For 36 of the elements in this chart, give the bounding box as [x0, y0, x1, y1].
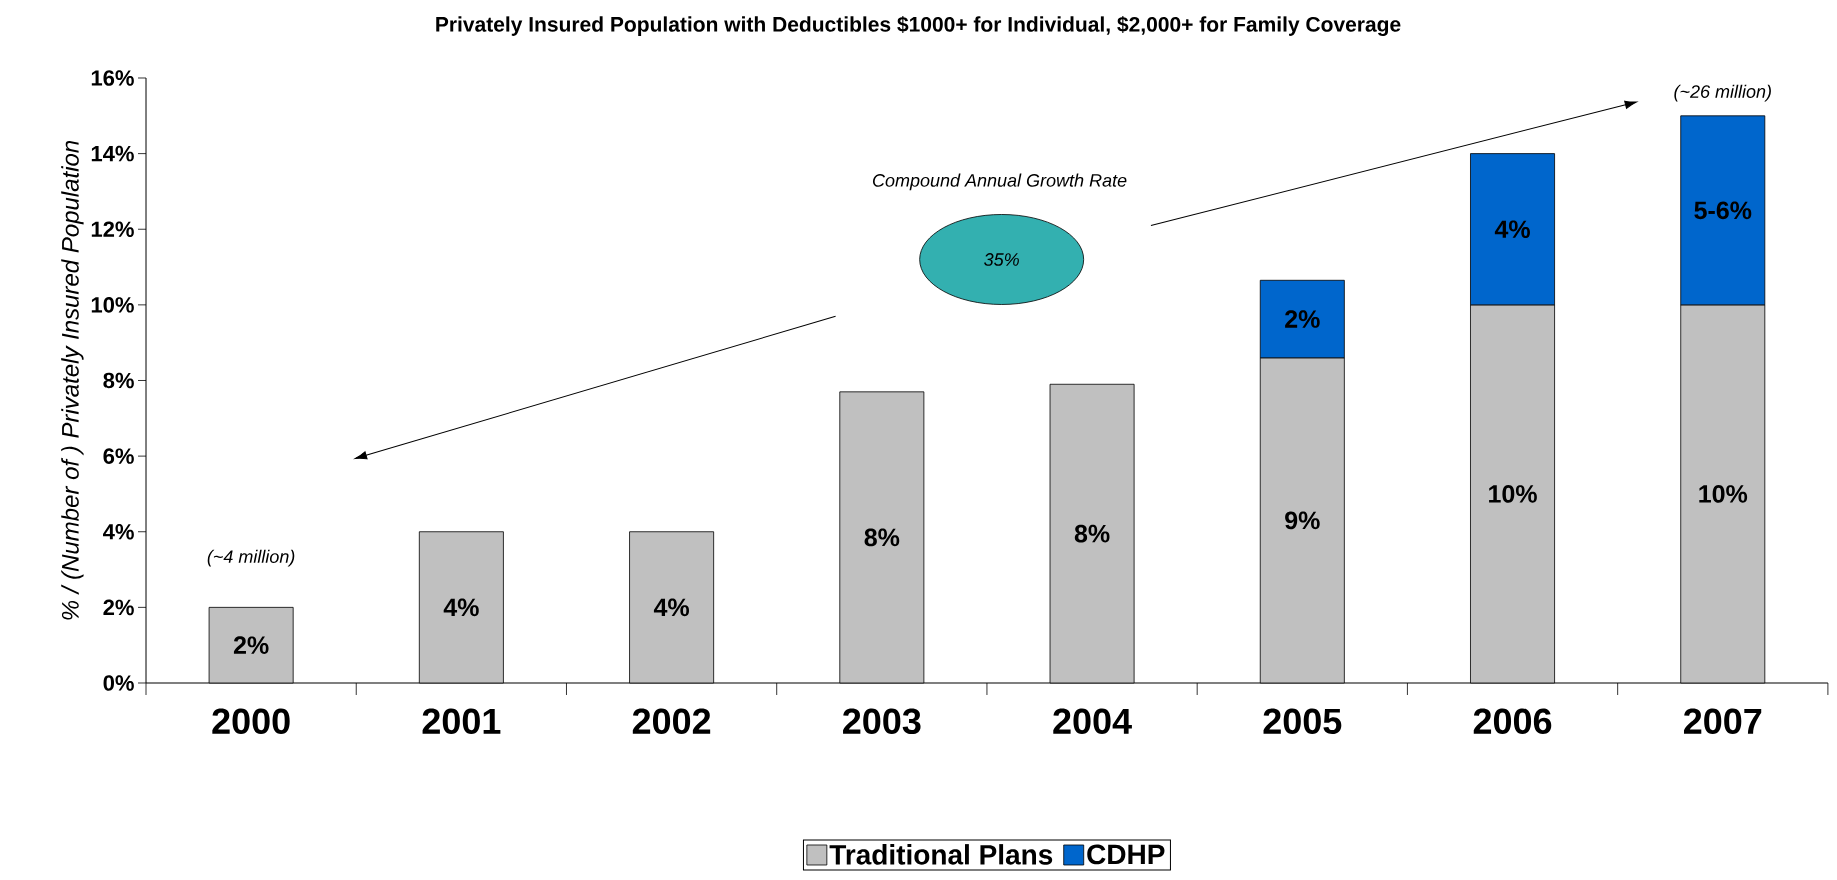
data-label: 10%	[1699, 485, 1748, 503]
data-label: 4%	[653, 598, 689, 617]
x-tick-label: 2005	[1263, 708, 1342, 734]
annotation: (~26 million)	[1674, 84, 1771, 102]
data-label: 8%	[1074, 524, 1110, 543]
data-label: 8%	[864, 528, 900, 547]
x-tick-label: 2003	[843, 708, 921, 735]
y-tick-label: 8%	[103, 372, 134, 389]
y-tick-label: 6%	[103, 448, 134, 464]
x-tick-label: 2006	[1473, 708, 1552, 734]
data-label: 2%	[1285, 310, 1320, 328]
annotation: (~4 million)	[207, 549, 295, 567]
data-label: 2%	[233, 636, 269, 654]
chart-title: Privately Insured Population with Deductibles $1000+ for Individual, $2,000+ for Family Coverage	[436, 15, 1401, 37]
y-tick-label: 0%	[103, 675, 134, 691]
legend-label: Traditional Plans	[829, 844, 1053, 865]
y-tick-label: 16%	[91, 70, 134, 86]
y-tick-label: 10%	[91, 297, 134, 313]
y-tick-label: 14%	[91, 145, 134, 162]
annotation: Compound Annual Growth Rate	[872, 173, 1127, 191]
y-tick-label: 4%	[103, 524, 134, 540]
x-tick-label: 2001	[422, 708, 501, 734]
data-label: 4%	[443, 598, 479, 617]
y-tick-label: 2%	[103, 599, 134, 616]
data-label: 5-6%	[1694, 201, 1752, 220]
x-tick-label: 2000	[212, 708, 290, 734]
data-label: 10%	[1489, 485, 1537, 503]
y-axis-title: % / (Number of ) Privately Insured Population	[61, 140, 84, 620]
x-tick-label: 2007	[1683, 708, 1762, 734]
y-tick-label: 12%	[91, 221, 134, 238]
x-tick-label: 2002	[632, 708, 711, 734]
legend-label: CDHP	[1087, 844, 1165, 865]
data-label: 9%	[1285, 511, 1320, 530]
data-label: 4%	[1494, 220, 1530, 239]
x-tick-label: 2004	[1053, 708, 1132, 734]
annotation: 35%	[984, 253, 1019, 266]
